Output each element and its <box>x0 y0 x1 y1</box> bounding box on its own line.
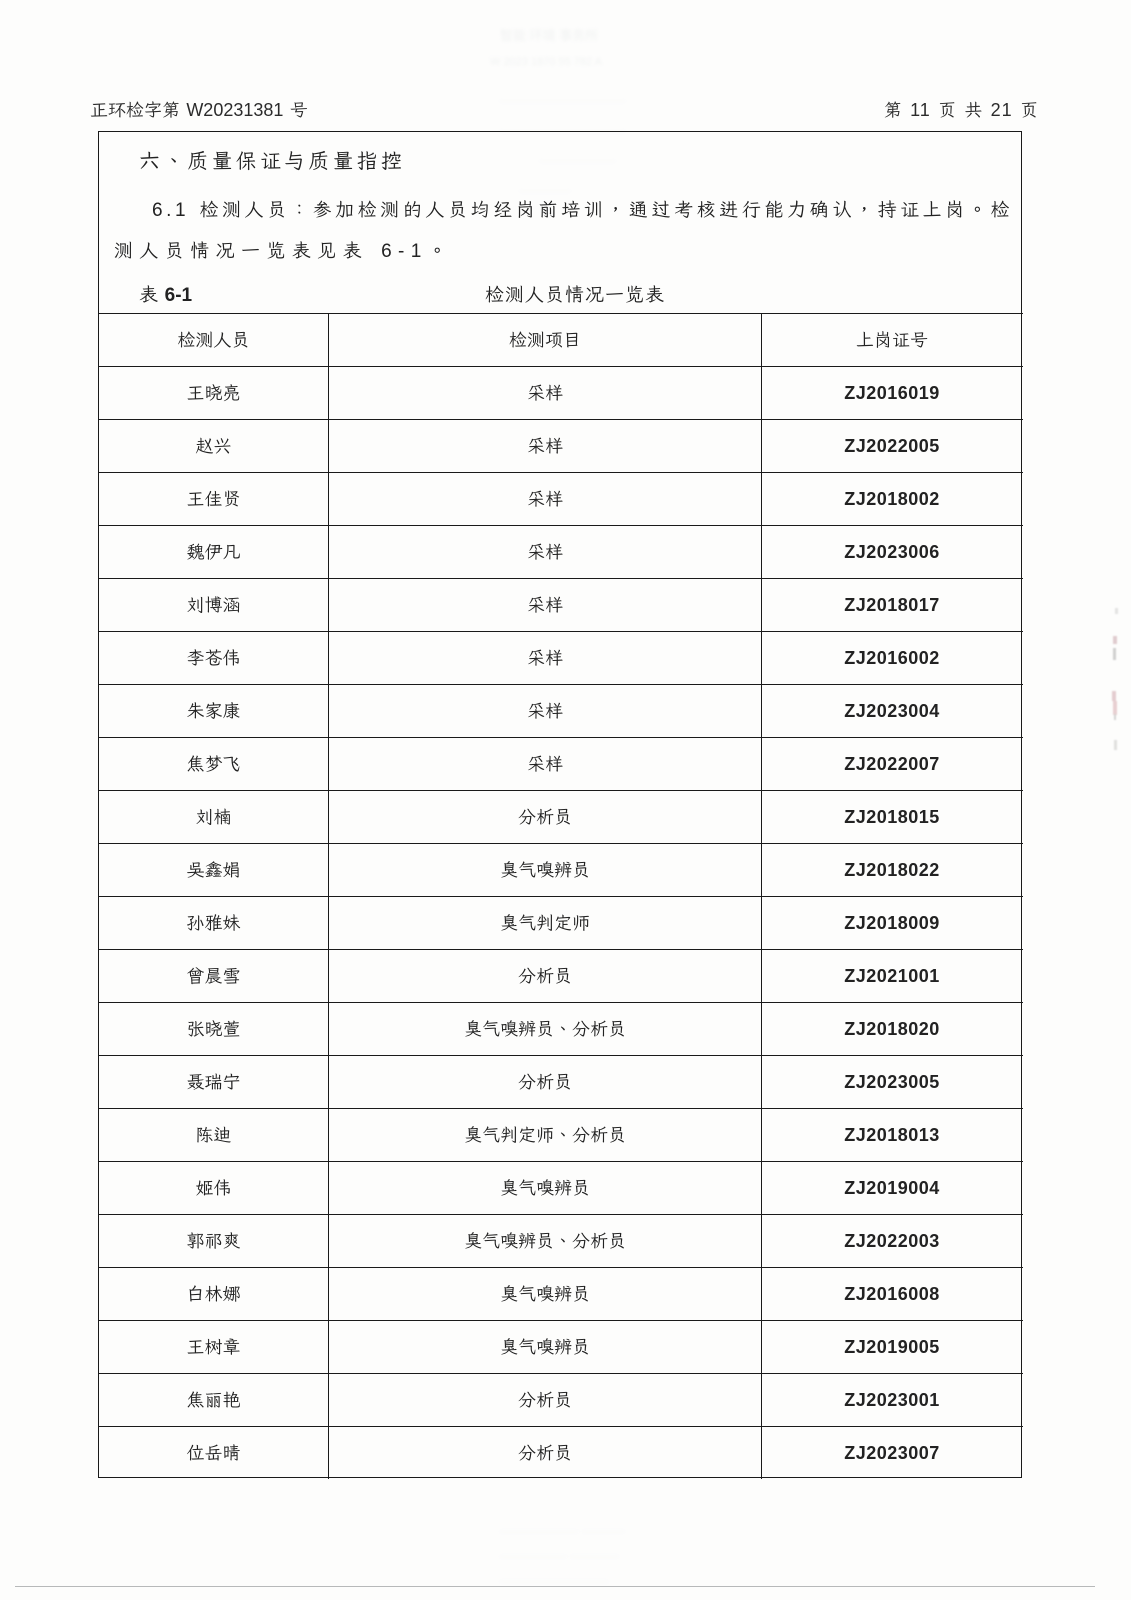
svg-text:__________________: __________________ <box>499 1569 609 1584</box>
svg-text:_____________ _______: _____________ _______ <box>499 1519 625 1534</box>
svg-text:智能 环境 事务所: 智能 环境 事务所 <box>500 28 598 43</box>
svg-text:W 2023 1870 55 782 A: W 2023 1870 55 782 A <box>490 56 603 68</box>
svg-text:___________ ________: ___________ ________ <box>499 1544 619 1559</box>
svg-text:_________________________: _________________________ <box>499 90 626 103</box>
